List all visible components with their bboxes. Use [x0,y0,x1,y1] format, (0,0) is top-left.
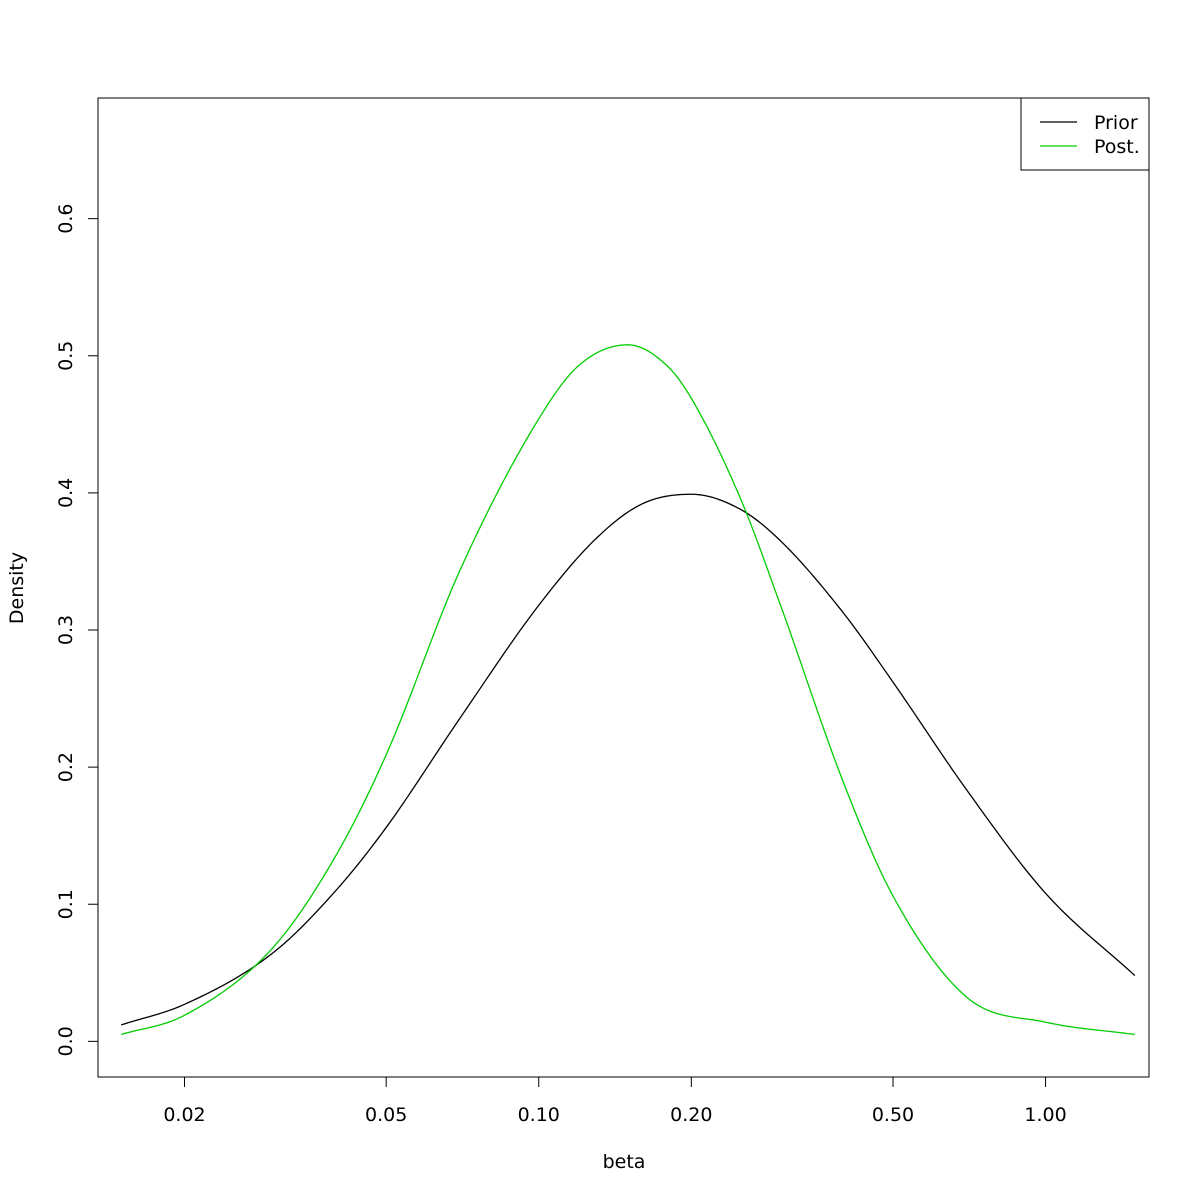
x-tick-label-2: 0.10 [518,1104,560,1126]
series-line-post [121,344,1135,1036]
x-tick-label-4: 0.50 [872,1104,914,1126]
legend: Prior Post. [1020,97,1150,171]
x-tick-label-3: 0.20 [670,1104,712,1126]
x-axis-title: beta [603,1151,646,1173]
x-tick-label-5: 1.00 [1024,1104,1066,1126]
y-tick-label-3: 0.3 [55,615,77,645]
x-tick-label-0: 0.02 [163,1104,205,1126]
x-axis: 0.02 0.05 0.10 0.20 0.50 1.00 [163,1077,1067,1126]
y-tick-label-4: 0.4 [55,478,77,508]
legend-label-post: Post. [1094,136,1140,158]
y-tick-label-1: 0.1 [55,889,77,919]
y-tick-label-5: 0.5 [55,341,77,371]
legend-label-prior: Prior [1094,112,1138,134]
series-line-prior [120,493,1136,1026]
legend-box [1020,97,1150,171]
plot-frame [97,97,1150,1078]
y-tick-label-2: 0.2 [55,752,77,782]
y-axis: 0.0 0.1 0.2 0.3 0.4 0.5 0.6 [55,204,98,1056]
y-tick-label-0: 0.0 [55,1026,77,1056]
x-tick-label-1: 0.05 [365,1104,407,1126]
y-tick-label-6: 0.6 [55,204,77,234]
series-lines [120,344,1136,1036]
y-axis-title: Density [6,552,28,624]
